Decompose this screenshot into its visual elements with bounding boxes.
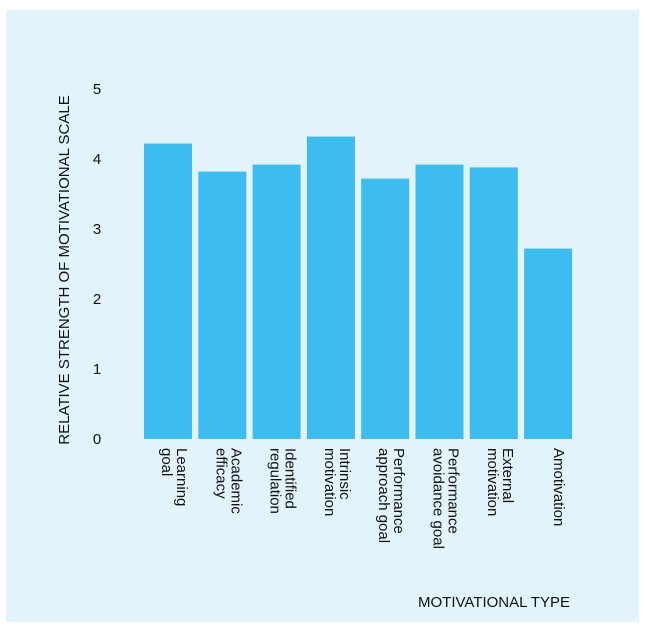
bar <box>306 136 355 439</box>
x-tick-label: Intrinsic <box>336 448 353 500</box>
x-tick-label: goal <box>158 448 175 476</box>
x-tick-label: Performance <box>390 448 407 534</box>
y-tick-label: 2 <box>93 291 101 308</box>
x-tick-label: motivation <box>321 448 338 516</box>
x-axis-label: MOTIVATIONAL TYPE <box>418 594 570 611</box>
y-tick-label: 1 <box>93 361 101 378</box>
bar <box>198 171 247 439</box>
x-tick-label: Identified <box>282 448 299 509</box>
x-tick-label: Learning <box>173 448 190 506</box>
y-tick-label: 3 <box>93 221 101 238</box>
x-tick-label: efficacy <box>212 448 229 499</box>
x-tick-label: Amotivation <box>550 448 567 526</box>
x-tick-label: External <box>499 448 516 503</box>
y-tick-label: 5 <box>93 81 101 98</box>
bar <box>252 164 301 439</box>
x-tick-label: avoidance goal <box>430 448 447 549</box>
bar <box>144 143 192 439</box>
x-tick-label: regulation <box>267 448 284 514</box>
bar <box>469 167 518 439</box>
x-tick-label: Performance <box>445 448 462 534</box>
y-tick-label: 4 <box>93 151 101 168</box>
bar <box>524 248 573 439</box>
bar <box>415 164 464 439</box>
y-axis-label: RELATIVE STRENGTH OF MOTIVATIONAL SCALE <box>56 95 73 445</box>
bar <box>361 178 410 439</box>
y-tick-label: 0 <box>93 431 101 448</box>
y-axis-ticks: 0 1 2 3 4 5 <box>93 81 101 448</box>
x-tick-label: approach goal <box>375 448 392 543</box>
x-tick-label: Academic <box>227 448 244 514</box>
bars <box>144 136 573 439</box>
x-tick-label: motivation <box>484 448 501 516</box>
